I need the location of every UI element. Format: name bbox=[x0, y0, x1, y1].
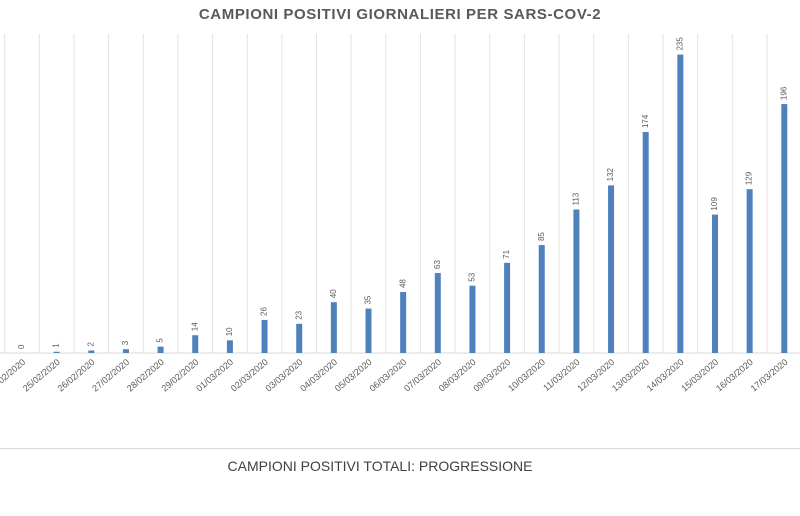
bar bbox=[642, 132, 649, 353]
data-label: 40 bbox=[329, 289, 338, 298]
x-tick-label: 26/02/2020 bbox=[56, 357, 97, 394]
bar bbox=[296, 323, 303, 353]
x-tick-label: 12/03/2020 bbox=[575, 357, 616, 394]
data-label: 85 bbox=[537, 232, 546, 241]
data-label: 3 bbox=[121, 340, 130, 345]
bar bbox=[122, 349, 129, 353]
data-label: 109 bbox=[710, 197, 719, 211]
bar bbox=[608, 185, 615, 353]
data-label: 113 bbox=[572, 192, 581, 205]
x-tick-label: 16/03/2020 bbox=[714, 357, 755, 394]
data-label: 26 bbox=[260, 307, 269, 316]
bar bbox=[261, 319, 268, 353]
data-label: 53 bbox=[468, 272, 477, 281]
next-chart-title: CAMPIONI POSITIVI TOTALI: PROGRESSIONE bbox=[227, 458, 533, 474]
x-tick-label: 03/03/2020 bbox=[264, 357, 305, 394]
data-label: 2 bbox=[86, 341, 95, 346]
x-tick-label: 13/03/2020 bbox=[610, 357, 651, 394]
bar bbox=[192, 335, 199, 353]
bar bbox=[226, 340, 233, 353]
x-tick-label: 06/03/2020 bbox=[367, 357, 408, 394]
bar bbox=[330, 302, 337, 353]
data-label: 10 bbox=[225, 327, 234, 336]
bar bbox=[504, 262, 511, 353]
bar bbox=[677, 54, 684, 354]
x-tick-label: 11/03/2020 bbox=[541, 357, 581, 393]
x-tick-label: 14/03/2020 bbox=[645, 357, 686, 394]
data-label: 235 bbox=[675, 37, 684, 51]
data-label: 1 bbox=[52, 343, 61, 348]
x-tick-label: 10/03/2020 bbox=[506, 357, 547, 394]
x-tick-label: 04/03/2020 bbox=[298, 357, 339, 394]
data-label: 5 bbox=[156, 338, 165, 343]
bar bbox=[400, 292, 407, 353]
x-tick-label: 27/02/2020 bbox=[90, 357, 131, 394]
bar bbox=[434, 272, 441, 353]
bar bbox=[53, 351, 60, 353]
data-label: 35 bbox=[364, 295, 373, 304]
bar bbox=[157, 346, 164, 353]
bar bbox=[746, 189, 753, 353]
bar bbox=[538, 245, 545, 353]
x-tick-label: 05/03/2020 bbox=[333, 357, 374, 394]
data-label: 23 bbox=[294, 310, 303, 319]
bar bbox=[781, 104, 788, 353]
data-label: 0 bbox=[17, 344, 26, 349]
data-label: 48 bbox=[398, 279, 407, 288]
data-label: 196 bbox=[779, 86, 788, 100]
x-tick-label: 29/02/2020 bbox=[160, 357, 201, 394]
x-tick-label: 07/03/2020 bbox=[402, 357, 443, 394]
data-label: 174 bbox=[641, 114, 650, 128]
bar bbox=[573, 209, 580, 353]
x-tick-label: 25/02/2020 bbox=[21, 357, 62, 394]
section-divider bbox=[0, 448, 800, 449]
data-label: 129 bbox=[745, 171, 754, 185]
data-label: 14 bbox=[190, 322, 199, 331]
x-tick-label: 08/03/2020 bbox=[437, 357, 478, 394]
x-tick-label: 28/02/2020 bbox=[125, 357, 166, 394]
chart-title: CAMPIONI POSITIVI GIORNALIERI PER SARS-C… bbox=[198, 6, 602, 23]
x-tick-label: 17/03/2020 bbox=[749, 357, 790, 394]
bar bbox=[469, 285, 476, 353]
bar bbox=[365, 308, 372, 353]
x-tick-label: 02/03/2020 bbox=[229, 357, 270, 394]
x-tick-label: 15/03/2020 bbox=[679, 357, 720, 394]
x-tick-label: 09/03/2020 bbox=[471, 357, 512, 394]
x-tick-label: 01/03/2020 bbox=[194, 357, 235, 394]
bar bbox=[712, 214, 718, 353]
bar bbox=[88, 350, 95, 353]
data-label: 71 bbox=[502, 249, 511, 258]
data-label: 63 bbox=[433, 260, 442, 269]
data-label: 132 bbox=[606, 167, 615, 181]
